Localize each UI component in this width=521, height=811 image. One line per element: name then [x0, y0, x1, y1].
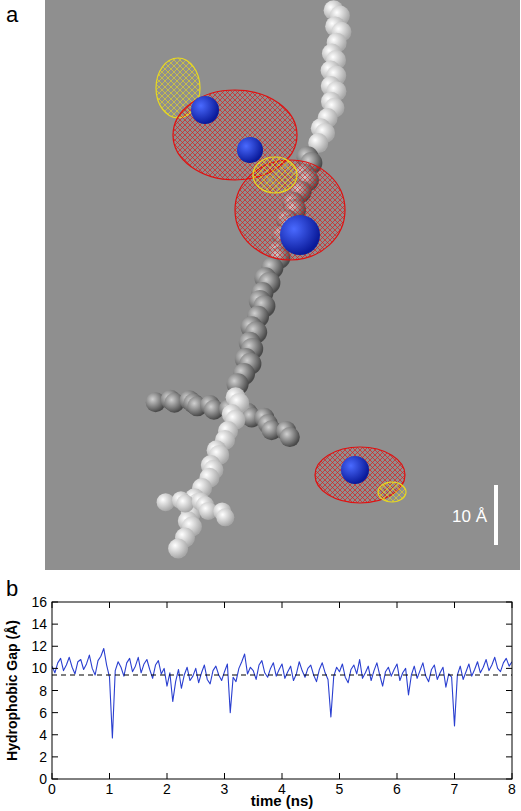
y-tick	[52, 668, 58, 669]
x-tick	[224, 773, 225, 779]
y-tick-label: 0	[39, 771, 47, 787]
atom	[280, 427, 300, 447]
x-tick	[397, 602, 398, 608]
x-tick-label: 1	[106, 781, 114, 797]
x-tick	[167, 602, 168, 608]
y-tick	[52, 756, 58, 757]
image-background	[45, 0, 520, 570]
x-tick-label: 0	[48, 781, 56, 797]
y-tick-label: 6	[39, 705, 47, 721]
ion	[341, 456, 369, 484]
y-tick	[506, 690, 512, 691]
panel-label: a	[6, 2, 19, 27]
y-tick-label: 8	[39, 683, 47, 699]
y-tick-label: 10	[31, 660, 47, 676]
scale-bar-label: 10 Å	[452, 507, 488, 526]
y-tick	[506, 602, 512, 603]
figure: 10 Åab0246810121416012345678time (ns)Hyd…	[0, 0, 521, 811]
y-tick-label: 2	[39, 749, 47, 765]
series-line	[52, 648, 512, 738]
x-tick	[454, 602, 455, 608]
y-tick	[52, 624, 58, 625]
y-tick	[52, 734, 58, 735]
ion	[191, 96, 219, 124]
ion	[280, 215, 320, 255]
atom	[176, 495, 194, 513]
panel-a: 10 Å	[45, 0, 520, 570]
x-tick	[339, 602, 340, 608]
x-tick	[167, 773, 168, 779]
atom	[216, 508, 234, 526]
x-tick	[109, 773, 110, 779]
x-tick	[512, 602, 513, 608]
x-tick-label: 8	[508, 781, 516, 797]
reference-line	[52, 674, 512, 675]
y-tick	[52, 779, 58, 780]
x-tick	[397, 773, 398, 779]
y-tick	[52, 646, 58, 647]
x-tick-label: 2	[163, 781, 171, 797]
x-tick-label: 3	[221, 781, 229, 797]
y-tick	[506, 779, 512, 780]
plot-data	[52, 648, 512, 738]
y-tick	[52, 602, 58, 603]
y-tick-label: 14	[31, 616, 47, 632]
y-tick	[506, 668, 512, 669]
y-tick-label: 16	[31, 594, 47, 610]
x-tick	[224, 602, 225, 608]
x-tick	[109, 602, 110, 608]
y-tick	[506, 756, 512, 757]
x-tick	[282, 773, 283, 779]
atom	[168, 538, 188, 558]
density-mesh	[315, 447, 405, 503]
y-tick-label: 4	[39, 727, 47, 743]
y-tick	[506, 712, 512, 713]
y-tick	[506, 734, 512, 735]
y-tick	[506, 624, 512, 625]
density-mesh	[253, 157, 297, 193]
ion	[237, 137, 263, 163]
y-tick	[52, 690, 58, 691]
density-mesh	[378, 482, 406, 502]
panel-b: b0246810121416012345678time (ns)Hydropho…	[4, 576, 516, 809]
x-tick	[339, 773, 340, 779]
x-axis-title: time (ns)	[251, 792, 314, 809]
atom	[157, 493, 175, 511]
x-tick	[282, 602, 283, 608]
x-tick-label: 5	[336, 781, 344, 797]
plot-area	[52, 602, 512, 779]
scale-bar	[494, 485, 498, 545]
y-tick-label: 12	[31, 638, 47, 654]
y-axis-title: Hydrophobic Gap (Å)	[4, 620, 20, 761]
x-tick	[454, 773, 455, 779]
y-tick	[506, 646, 512, 647]
x-tick	[512, 773, 513, 779]
x-tick-label: 7	[451, 781, 459, 797]
x-tick-label: 6	[393, 781, 401, 797]
plot-frame	[52, 602, 512, 779]
y-tick	[52, 712, 58, 713]
x-tick	[52, 602, 53, 608]
panel-label: b	[6, 576, 18, 601]
x-tick	[52, 773, 53, 779]
